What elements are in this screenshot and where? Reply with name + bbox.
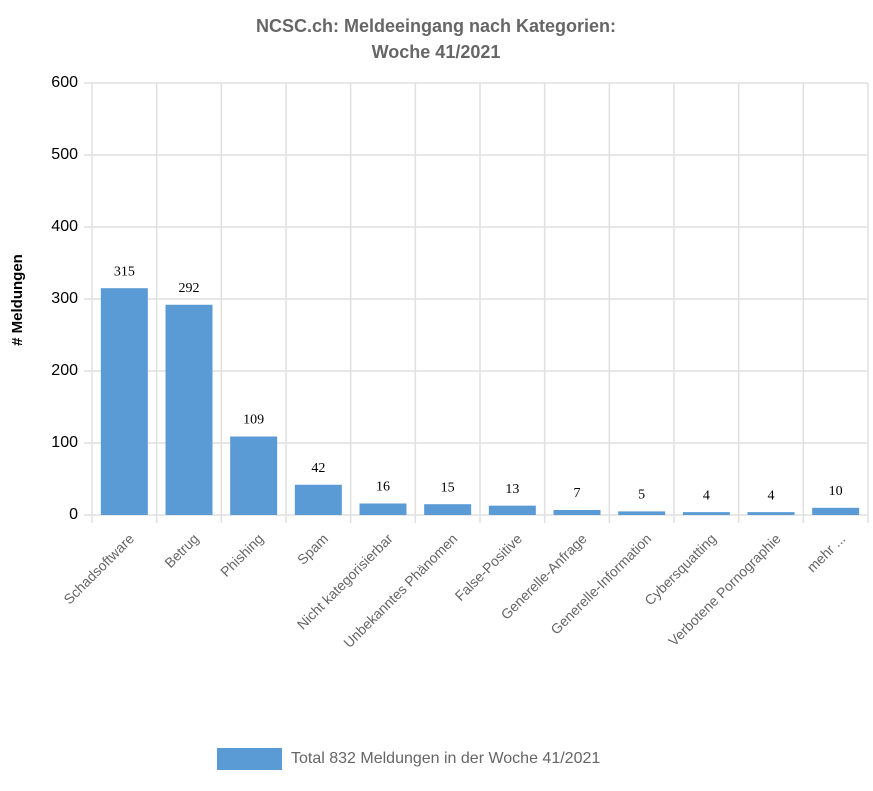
- y-tick-label: 300: [51, 290, 78, 307]
- bar: [165, 304, 213, 515]
- data-label: 109: [243, 413, 264, 428]
- bar: [747, 512, 795, 515]
- y-tick-label: 600: [51, 74, 78, 91]
- bar: [359, 503, 407, 515]
- data-label: 315: [114, 264, 135, 279]
- data-label: 4: [703, 488, 710, 503]
- bar: [230, 436, 278, 515]
- bar: [618, 511, 666, 515]
- bar: [812, 507, 860, 515]
- data-label: 15: [441, 480, 455, 495]
- y-tick-label: 100: [51, 434, 78, 451]
- x-tick-label: Phishing: [217, 530, 266, 579]
- chart-title: Woche 41/2021: [372, 42, 501, 62]
- y-tick-label: 400: [51, 218, 78, 235]
- bar: [100, 288, 148, 515]
- data-label: 16: [376, 480, 390, 495]
- data-label: 5: [638, 488, 645, 503]
- bar: [424, 504, 472, 515]
- data-label: 42: [311, 461, 325, 476]
- y-tick-label: 0: [69, 506, 78, 523]
- x-tick-label: Schadsoftware: [60, 530, 137, 607]
- data-label: 7: [574, 486, 581, 501]
- x-tick-label: Spam: [294, 530, 331, 567]
- bar: [553, 509, 601, 515]
- y-axis-label: # Meldungen: [9, 254, 26, 346]
- y-tick-label: 200: [51, 362, 78, 379]
- x-tick-label: Unbekanntes Phänomen: [340, 530, 460, 650]
- data-label: 292: [179, 281, 200, 296]
- bar: [488, 505, 536, 515]
- data-label: 10: [829, 484, 843, 499]
- data-label: 4: [768, 488, 775, 503]
- bar: [682, 512, 730, 515]
- y-tick-label: 500: [51, 146, 78, 163]
- legend-label: Total 832 Meldungen in der Woche 41/2021: [291, 750, 600, 767]
- x-tick-label: mehr ...: [804, 530, 849, 575]
- x-tick-label: False-Positive: [452, 530, 526, 604]
- x-tick-label: Verbotene Pornographie: [665, 530, 784, 649]
- legend-swatch: [217, 748, 282, 770]
- data-label: 13: [505, 482, 519, 497]
- x-tick-label: Betrug: [161, 530, 201, 570]
- chart-title: NCSC.ch: Meldeeingang nach Kategorien:: [256, 16, 616, 36]
- bar: [294, 484, 342, 515]
